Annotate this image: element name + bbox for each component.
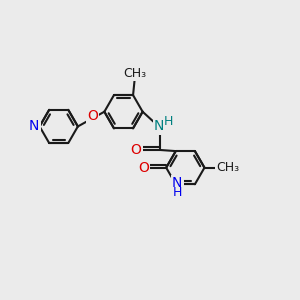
Text: O: O (87, 109, 98, 122)
Text: CH₃: CH₃ (217, 161, 240, 174)
Text: N: N (154, 119, 164, 134)
Text: N: N (172, 176, 182, 190)
Text: O: O (131, 143, 142, 157)
Text: H: H (172, 186, 182, 199)
Text: H: H (164, 115, 173, 128)
Text: CH₃: CH₃ (123, 68, 146, 80)
Text: N: N (29, 119, 40, 134)
Text: O: O (138, 161, 149, 175)
